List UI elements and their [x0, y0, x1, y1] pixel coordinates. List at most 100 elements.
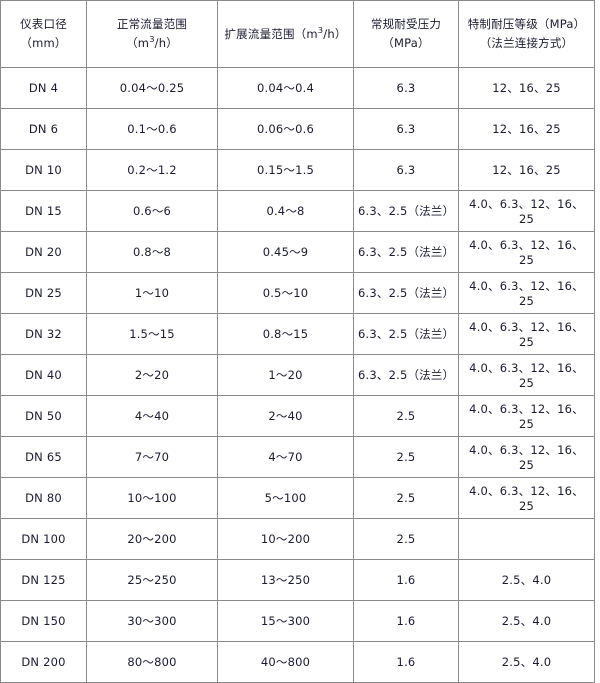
table-row: DN 25 1～10 0.5～10 6.3、2.5（法兰） 4.0、6.3、12、16、… — [0, 272, 595, 314]
cell-extended-flow-range: 2～40 — [217, 395, 354, 437]
cell-extended-flow-range: 0.04～0.4 — [217, 67, 354, 109]
cell-meter-bore: DN 65 — [0, 436, 87, 478]
cell-standard-pressure: 6.3、2.5（法兰） — [353, 190, 459, 232]
cell-meter-bore: DN 80 — [0, 477, 87, 519]
cell-normal-flow-range: 25～250 — [86, 559, 218, 601]
cell-meter-bore: DN 10 — [0, 149, 87, 191]
header-exponent-normal: 3 — [149, 34, 155, 45]
cell-extended-flow-range: 13～250 — [217, 559, 354, 601]
cell-extended-flow-range: 0.5～10 — [217, 272, 354, 314]
cell-normal-flow-range: 0.8～8 — [86, 231, 218, 273]
cell-extended-flow-range: 4～70 — [217, 436, 354, 478]
cell-special-pressure: 4.0、6.3、12、16、25 — [458, 354, 595, 396]
cell-extended-flow-range: 0.8～15 — [217, 313, 354, 355]
cell-standard-pressure: 2.5 — [353, 436, 459, 478]
cell-standard-pressure: 2.5 — [353, 395, 459, 437]
table-row: DN 6 0.1～0.6 0.06～0.6 6.3 12、16、25 — [0, 108, 595, 150]
cell-meter-bore: DN 200 — [0, 641, 87, 683]
cell-special-pressure: 4.0、6.3、12、16、25 — [458, 231, 595, 273]
cell-extended-flow-range: 0.06～0.6 — [217, 108, 354, 150]
column-header-meter-bore: 仪表口径（mm） — [0, 0, 87, 68]
cell-meter-bore: DN 32 — [0, 313, 87, 355]
cell-meter-bore: DN 100 — [0, 518, 87, 560]
cell-normal-flow-range: 2～20 — [86, 354, 218, 396]
cell-standard-pressure: 6.3、2.5（法兰） — [353, 354, 459, 396]
cell-standard-pressure: 1.6 — [353, 641, 459, 683]
header-text-extended-suffix: /h） — [323, 26, 347, 41]
cell-special-pressure: 4.0、6.3、12、16、25 — [458, 477, 595, 519]
clipped-caption-sliver — [0, 654, 600, 660]
cell-normal-flow-range: 0.04～0.25 — [86, 67, 218, 109]
cell-normal-flow-range: 20～200 — [86, 518, 218, 560]
table-row: DN 200 80～800 40～800 1.6 2.5、4.0 — [0, 641, 595, 683]
cell-normal-flow-range: 7～70 — [86, 436, 218, 478]
cell-extended-flow-range: 10～200 — [217, 518, 354, 560]
cell-special-pressure: 12、16、25 — [458, 149, 595, 191]
cell-meter-bore: DN 50 — [0, 395, 87, 437]
cell-meter-bore: DN 150 — [0, 600, 87, 642]
column-header-normal-flow-range: 正常流量范围（m3/h） — [86, 0, 218, 68]
header-text-normal-prefix: 正常流量范围（m — [116, 17, 188, 50]
cell-standard-pressure: 6.3、2.5（法兰） — [353, 272, 459, 314]
table-row: DN 15 0.6～6 0.4～8 6.3、2.5（法兰） 4.0、6.3、12、16、… — [0, 190, 595, 232]
column-header-standard-pressure: 常规耐受压力（MPa） — [353, 0, 459, 68]
cell-extended-flow-range: 40～800 — [217, 641, 354, 683]
table-row: DN 10 0.2～1.2 0.15～1.5 6.3 12、16、25 — [0, 149, 595, 191]
table-row: DN 80 10～100 5～100 2.5 4.0、6.3、12、16、25 — [0, 477, 595, 519]
cell-normal-flow-range: 1.5～15 — [86, 313, 218, 355]
table-row: DN 4 0.04～0.25 0.04～0.4 6.3 12、16、25 — [0, 67, 595, 109]
cell-normal-flow-range: 30～300 — [86, 600, 218, 642]
table-header: 仪表口径（mm） 正常流量范围（m3/h） 扩展流量范围（m3/h） 常规耐受压… — [0, 0, 595, 68]
cell-special-pressure: 4.0、6.3、12、16、25 — [458, 395, 595, 437]
table-row: DN 40 2～20 1～20 6.3、2.5（法兰） 4.0、6.3、12、16、25 — [0, 354, 595, 396]
cell-meter-bore: DN 4 — [0, 67, 87, 109]
column-header-extended-flow-range: 扩展流量范围（m3/h） — [217, 0, 354, 68]
header-text-normal-suffix: /h） — [154, 36, 178, 50]
cell-extended-flow-range: 15～300 — [217, 600, 354, 642]
cell-extended-flow-range: 0.4～8 — [217, 190, 354, 232]
cell-special-pressure: 4.0、6.3、12、16、25 — [458, 436, 595, 478]
cell-extended-flow-range: 1～20 — [217, 354, 354, 396]
header-exponent-extended: 3 — [317, 24, 324, 35]
cell-standard-pressure: 1.6 — [353, 600, 459, 642]
cell-meter-bore: DN 20 — [0, 231, 87, 273]
cell-special-pressure: 12、16、25 — [458, 67, 595, 109]
table-row: DN 150 30～300 15～300 1.6 2.5、4.0 — [0, 600, 595, 642]
cell-extended-flow-range: 0.15～1.5 — [217, 149, 354, 191]
cell-meter-bore: DN 15 — [0, 190, 87, 232]
cell-standard-pressure: 6.3 — [353, 67, 459, 109]
table-row: DN 100 20～200 10～200 2.5 — [0, 518, 595, 560]
table-body: DN 4 0.04～0.25 0.04～0.4 6.3 12、16、25 DN 6 0.1～… — [0, 67, 595, 683]
column-header-special-pressure: 特制耐压等级（MPa）（法兰连接方式） — [458, 0, 595, 68]
cell-standard-pressure: 6.3、2.5（法兰） — [353, 231, 459, 273]
cell-special-pressure: 4.0、6.3、12、16、25 — [458, 313, 595, 355]
cell-special-pressure: 12、16、25 — [458, 108, 595, 150]
cell-special-pressure: 2.5、4.0 — [458, 559, 595, 601]
cell-special-pressure: 4.0、6.3、12、16、25 — [458, 190, 595, 232]
table-row: DN 50 4～40 2～40 2.5 4.0、6.3、12、16、25 — [0, 395, 595, 437]
table-row: DN 20 0.8～8 0.45～9 6.3、2.5（法兰） 4.0、6.3、12、16… — [0, 231, 595, 273]
cell-special-pressure: 4.0、6.3、12、16、25 — [458, 272, 595, 314]
cell-normal-flow-range: 80～800 — [86, 641, 218, 683]
cell-special-pressure: 2.5、4.0 — [458, 641, 595, 683]
cell-normal-flow-range: 0.1～0.6 — [86, 108, 218, 150]
cell-normal-flow-range: 1～10 — [86, 272, 218, 314]
header-text-extended-prefix: 扩展流量范围（m — [224, 26, 318, 41]
cell-special-pressure: 2.5、4.0 — [458, 600, 595, 642]
cell-normal-flow-range: 4～40 — [86, 395, 218, 437]
table-row: DN 125 25～250 13～250 1.6 2.5、4.0 — [0, 559, 595, 601]
cell-normal-flow-range: 0.6～6 — [86, 190, 218, 232]
cell-extended-flow-range: 5～100 — [217, 477, 354, 519]
cell-normal-flow-range: 0.2～1.2 — [86, 149, 218, 191]
cell-special-pressure — [458, 518, 595, 560]
cell-meter-bore: DN 6 — [0, 108, 87, 150]
cell-standard-pressure: 1.6 — [353, 559, 459, 601]
cell-standard-pressure: 6.3 — [353, 149, 459, 191]
cell-standard-pressure: 6.3、2.5（法兰） — [353, 313, 459, 355]
cell-extended-flow-range: 0.45～9 — [217, 231, 354, 273]
cell-standard-pressure: 6.3 — [353, 108, 459, 150]
cell-meter-bore: DN 40 — [0, 354, 87, 396]
header-row: 仪表口径（mm） 正常流量范围（m3/h） 扩展流量范围（m3/h） 常规耐受压… — [0, 0, 595, 68]
